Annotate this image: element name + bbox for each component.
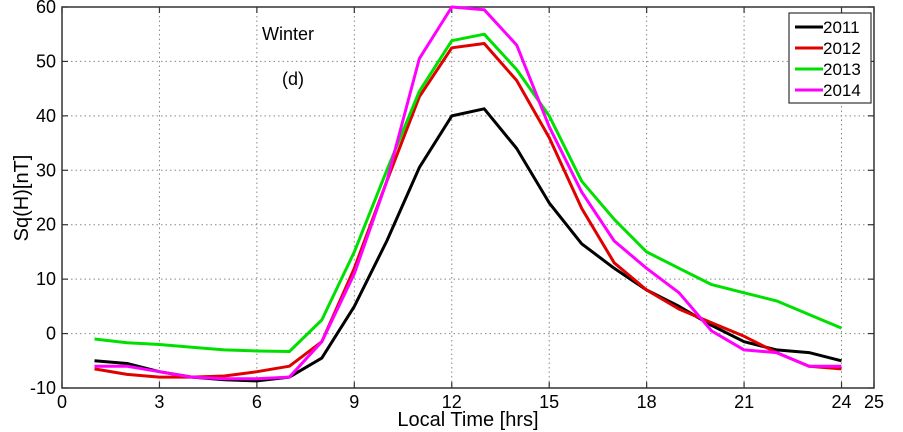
series-lines <box>94 5 843 383</box>
plot-frame <box>61 6 875 389</box>
x-tick-label: 3 <box>154 392 164 412</box>
y-tick-label: -10 <box>30 378 56 398</box>
annotation-season: Winter <box>262 24 314 44</box>
grid <box>62 7 874 388</box>
x-axis-title: Local Time [hrs] <box>397 409 538 431</box>
x-tick-label: 15 <box>539 392 559 412</box>
y-tick-label: 10 <box>36 269 56 289</box>
legend: 2011 2012 2013 2014 <box>788 12 872 104</box>
legend-label: 2011 <box>823 18 860 37</box>
legend-item: 2012 <box>795 39 861 58</box>
x-tick-label: 12 <box>442 392 462 412</box>
legend-label: 2013 <box>823 60 861 79</box>
annotation-panel-label: (d) <box>282 69 304 89</box>
series-line-2012 <box>94 42 842 379</box>
legend-item: 2014 <box>795 81 861 100</box>
x-tick-label: 18 <box>637 392 657 412</box>
y-tick-label: 60 <box>36 0 56 17</box>
y-tick-label: 30 <box>36 160 56 180</box>
x-tick-label: 6 <box>252 392 262 412</box>
y-tick-label: 50 <box>36 51 56 71</box>
y-tick-label: 0 <box>46 324 56 344</box>
legend-label: 2012 <box>823 39 861 58</box>
x-tick-label: 0 <box>57 392 67 412</box>
legend-item: 2013 <box>795 60 861 79</box>
legend-label: 2014 <box>823 81 861 100</box>
y-axis-title: Sq(H)[nT] <box>11 155 33 242</box>
x-tick-label: 25 <box>864 392 884 412</box>
y-tick-label: 20 <box>36 215 56 235</box>
x-tick-label: 9 <box>349 392 359 412</box>
x-tick-label: 21 <box>734 392 754 412</box>
x-tick-label: 24 <box>832 392 852 412</box>
series-line-2014 <box>94 5 842 381</box>
y-tick-label: 40 <box>36 106 56 126</box>
series-line-2013 <box>94 32 843 353</box>
legend-item: 2011 <box>795 18 860 37</box>
